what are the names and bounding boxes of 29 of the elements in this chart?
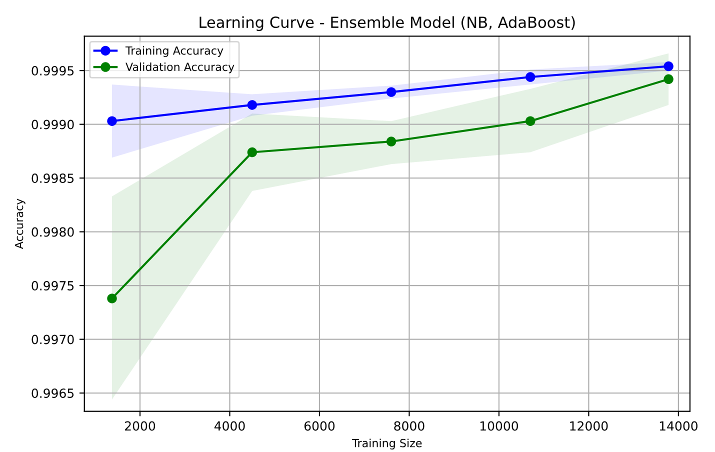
- x-tick-label: 10000: [480, 421, 518, 431]
- legend-label: Training Accuracy: [125, 46, 224, 57]
- x-tick-label: 12000: [570, 421, 608, 431]
- point: [107, 116, 117, 126]
- x-tick-label: 2000: [125, 421, 156, 431]
- x-tick-label: 14000: [660, 421, 698, 431]
- point: [664, 61, 674, 72]
- y-tick-label: 0.9980: [32, 227, 74, 237]
- legend-label: Validation Accuracy: [126, 62, 234, 74]
- y-tick-label: 0.9990: [32, 120, 74, 130]
- y-axis-title: Accuracy: [14, 198, 26, 250]
- point: [386, 87, 396, 97]
- x-axis-title: Training Size: [352, 438, 422, 450]
- y-tick-label: 0.9985: [32, 174, 74, 183]
- x-tick-label: 4000: [214, 421, 245, 431]
- chart-title: Learning Curve - Ensemble Model (NB, AdaBoost): [200, 16, 575, 32]
- y-tick-label: 0.9970: [32, 334, 74, 344]
- point: [247, 147, 258, 158]
- x-tick-label: 8000: [394, 421, 424, 431]
- point: [526, 72, 536, 82]
- y-tick-label: 0.9965: [32, 388, 74, 398]
- y-tick-label: 0.9995: [32, 66, 74, 76]
- point: [107, 294, 117, 304]
- y-tick-label: 0.9975: [32, 281, 74, 290]
- point: [526, 116, 536, 126]
- point: [247, 100, 258, 110]
- point: [664, 74, 674, 84]
- point: [386, 136, 396, 146]
- x-tick-label: 6000: [304, 421, 335, 431]
